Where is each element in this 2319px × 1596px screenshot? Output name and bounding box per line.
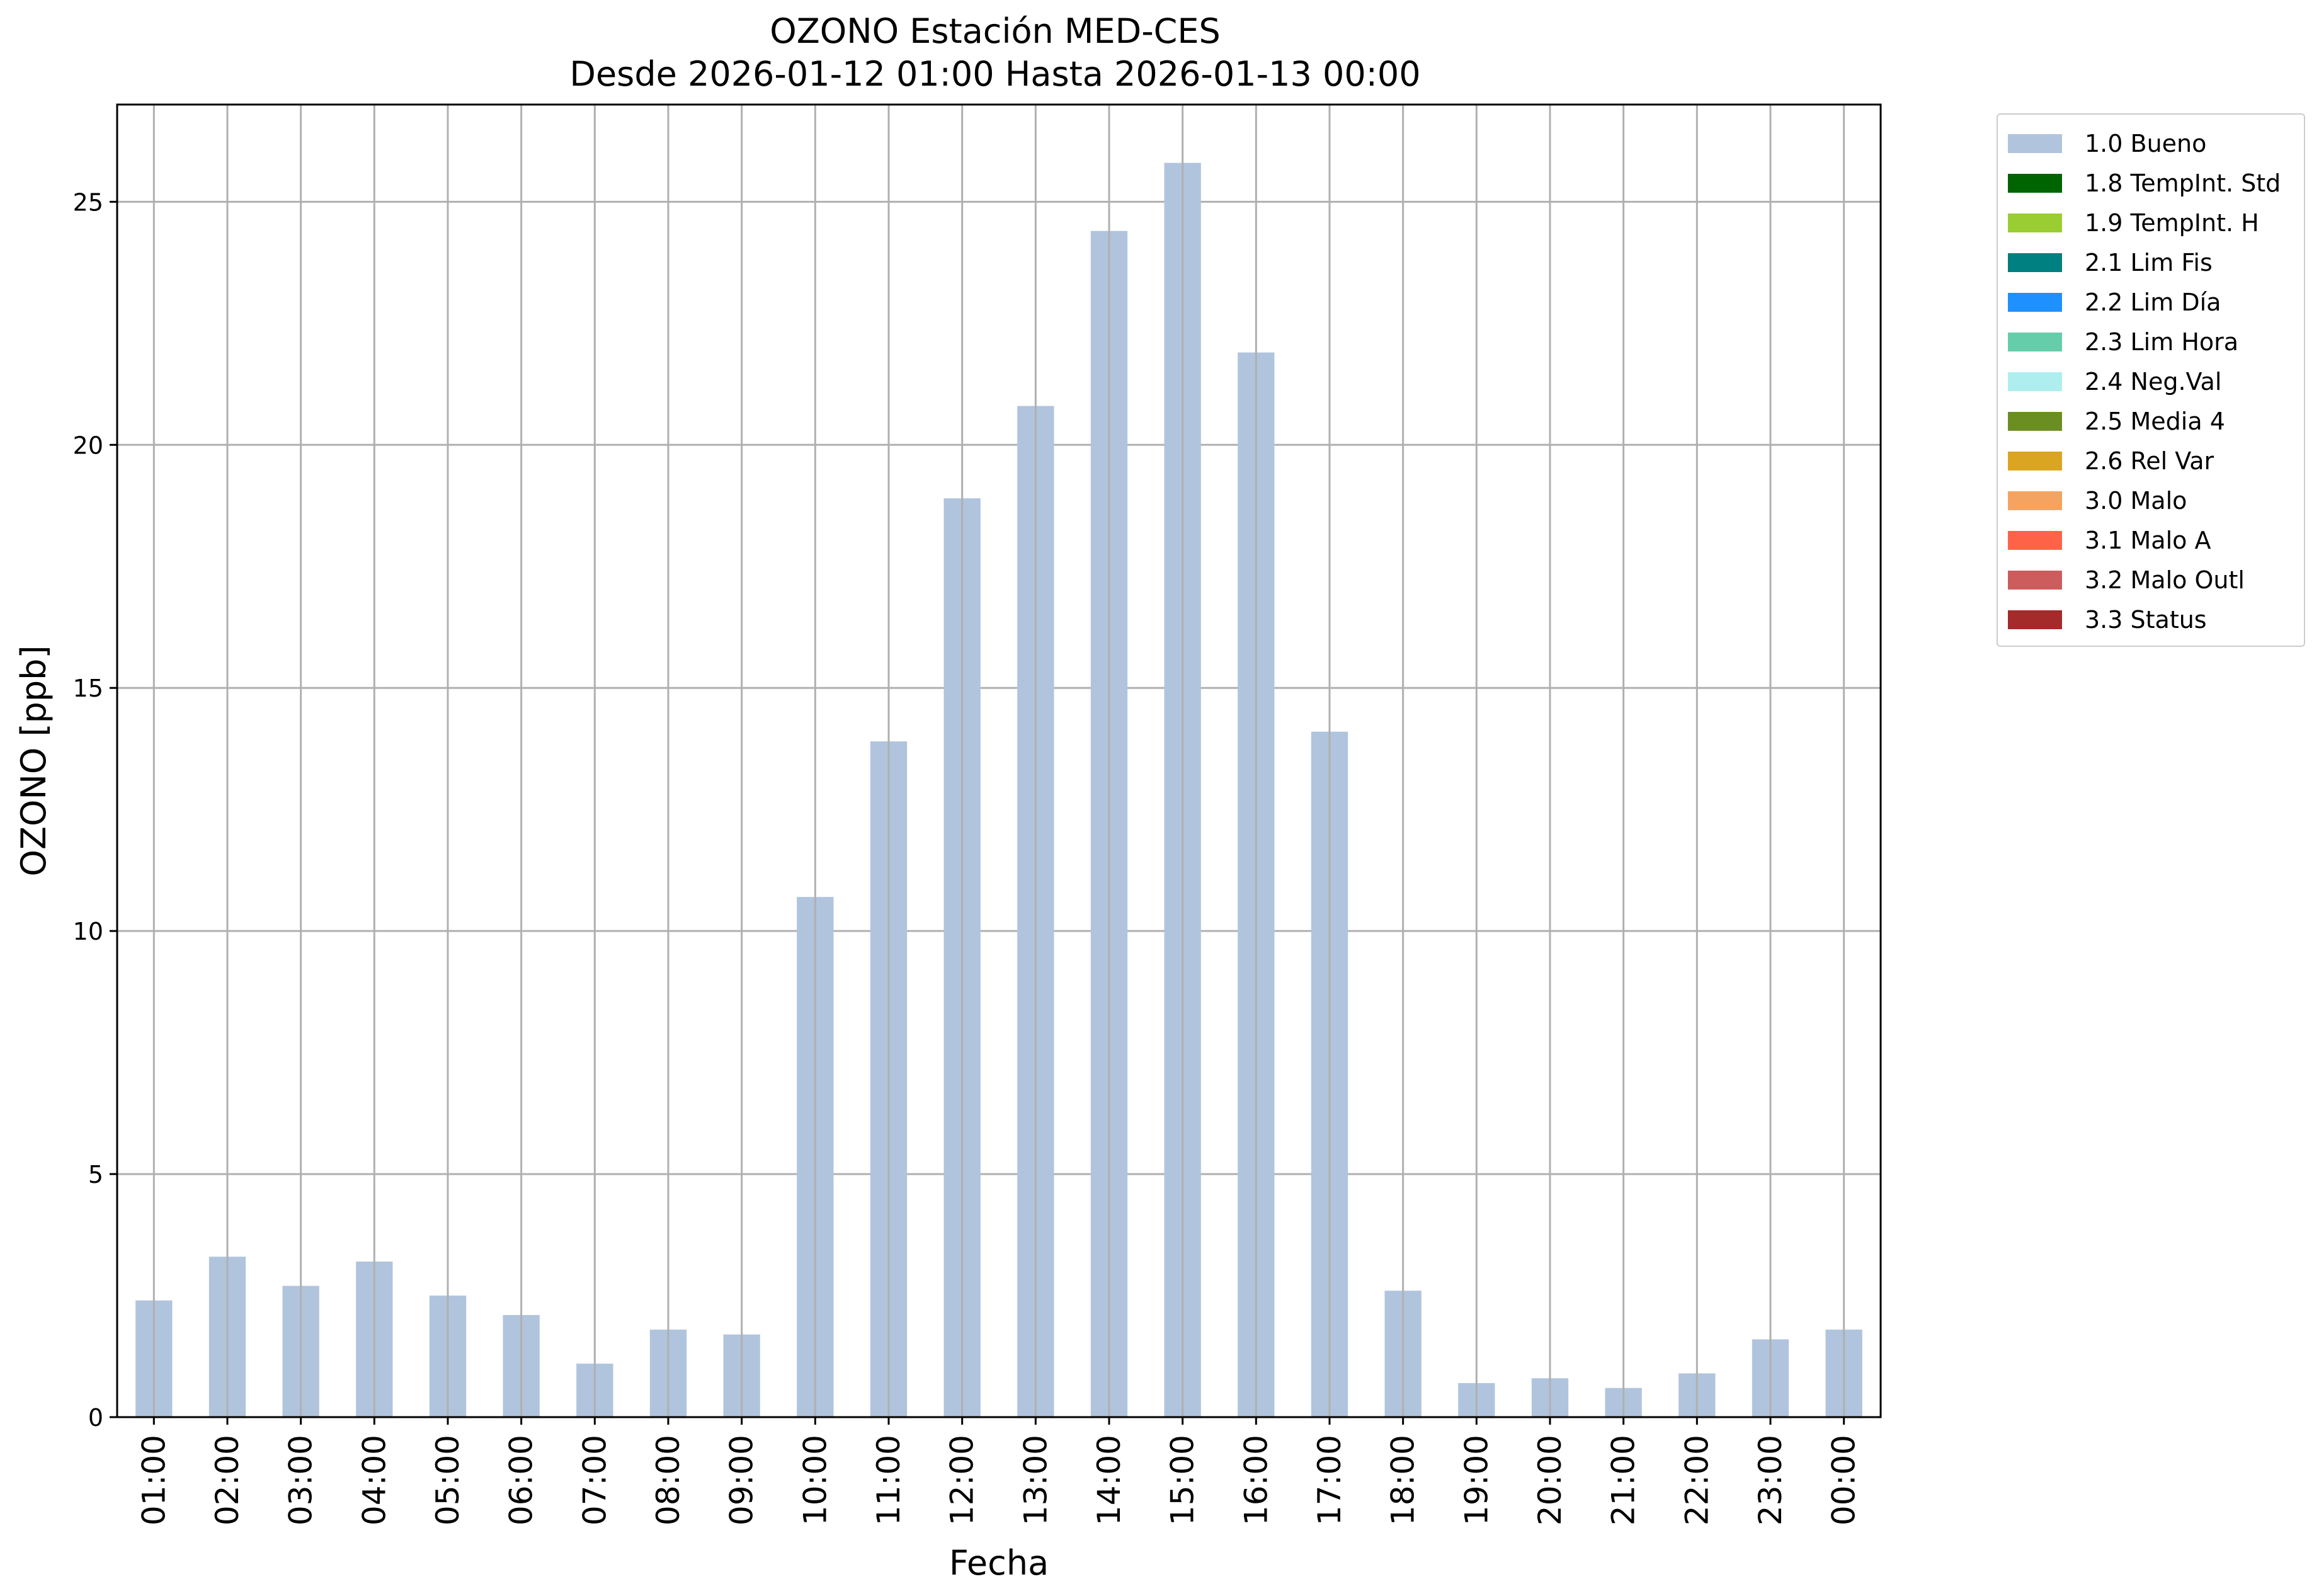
x-axis-label: Fecha [949, 1543, 1049, 1583]
x-tick-label: 03:00 [283, 1435, 319, 1525]
legend-label: 1.9 TempInt. H [2085, 208, 2259, 237]
legend-item: 3.3 Status [2008, 600, 2294, 639]
legend-swatch [2008, 491, 2062, 510]
legend-item: 3.1 Malo A [2008, 520, 2294, 560]
x-tick-label: 12:00 [944, 1435, 981, 1525]
x-tick-label: 08:00 [650, 1435, 687, 1525]
legend-swatch [2008, 173, 2062, 193]
grid-lines [117, 200, 1881, 1418]
y-tick-label: 25 [73, 188, 103, 216]
legend-label: 1.8 TempInt. Std [2085, 169, 2281, 197]
legend-swatch [2008, 530, 2062, 550]
x-tick-label: 13:00 [1017, 1435, 1054, 1525]
x-tick-label: 09:00 [724, 1435, 760, 1525]
chart-title-line2: Desde 2026-01-12 01:00 Hasta 2026-01-13 … [569, 54, 1420, 94]
x-tick-label: 20:00 [1532, 1435, 1568, 1525]
legend-swatch [2008, 451, 2062, 470]
legend-swatch [2008, 253, 2062, 272]
y-tick-label: 5 [88, 1161, 103, 1188]
legend-swatch [2008, 213, 2062, 232]
y-tick-label: 20 [73, 431, 103, 459]
x-tick-label: 15:00 [1165, 1435, 1201, 1525]
legend-swatch [2008, 332, 2062, 351]
legend-label: 2.4 Neg.Val [2085, 367, 2222, 396]
y-tick-label: 15 [73, 675, 103, 702]
x-tick-label: 00:00 [1826, 1435, 1862, 1525]
x-tick-label: 18:00 [1385, 1435, 1422, 1525]
legend-item: 1.0 Bueno [2008, 123, 2294, 163]
legend-label: 2.5 Media 4 [2085, 407, 2225, 435]
x-tick-label: 14:00 [1091, 1435, 1127, 1525]
bars [135, 162, 1862, 1418]
x-axis-ticks: 01:00 02:00 03:00 04:00 05:00 06:00 07:00 08:00… [135, 1417, 1862, 1525]
y-tick-label: 10 [73, 918, 103, 945]
y-axis-label: OZONO [ppb] [14, 645, 54, 876]
legend-label: 2.3 Lim Hora [2085, 328, 2239, 356]
x-tick-label: 05:00 [430, 1435, 466, 1525]
x-tick-label: 02:00 [209, 1435, 246, 1525]
legend-item: 2.6 Rel Var [2008, 441, 2294, 481]
x-tick-label: 16:00 [1238, 1435, 1274, 1525]
legend-label: 3.1 Malo A [2085, 526, 2211, 554]
x-tick-label: 07:00 [576, 1435, 613, 1525]
legend-label: 3.0 Malo [2085, 486, 2187, 515]
legend-item: 3.2 Malo Outl [2008, 560, 2294, 600]
legend-label: 3.3 Status [2085, 605, 2207, 634]
x-tick-label: 23:00 [1752, 1435, 1789, 1525]
legend-label: 2.1 Lim Fis [2085, 248, 2213, 276]
legend-item: 1.8 TempInt. Std [2008, 163, 2294, 203]
x-tick-label: 22:00 [1678, 1435, 1715, 1525]
x-tick-label: 17:00 [1311, 1435, 1348, 1525]
legend-item: 2.3 Lim Hora [2008, 322, 2294, 362]
legend-swatch [2008, 292, 2062, 312]
chart-title-line1: OZONO Estación MED-CES [770, 11, 1221, 51]
x-tick-label: 21:00 [1605, 1435, 1642, 1525]
legend-swatch [2008, 411, 2062, 431]
x-tick-label: 06:00 [503, 1435, 540, 1525]
x-tick-label: 11:00 [870, 1435, 907, 1525]
x-tick-label: 19:00 [1458, 1435, 1495, 1525]
x-tick-label: 04:00 [356, 1435, 392, 1525]
vertical-grid-lines [152, 105, 1845, 1417]
legend-item: 2.2 Lim Día [2008, 282, 2294, 322]
legend-item: 2.4 Neg.Val [2008, 362, 2294, 401]
legend-item: 3.0 Malo [2008, 481, 2294, 520]
x-tick-label: 10:00 [797, 1435, 833, 1525]
legend-swatch [2008, 134, 2062, 153]
plot-frame [116, 103, 1882, 1418]
legend-item: 2.5 Media 4 [2008, 401, 2294, 441]
legend: 1.0 Bueno 1.8 TempInt. Std 1.9 TempInt. H 2… [1997, 113, 2305, 647]
legend-swatch [2008, 610, 2062, 629]
legend-label: 1.0 Bueno [2085, 129, 2207, 157]
legend-item: 2.1 Lim Fis [2008, 242, 2294, 282]
y-axis-ticks: 0 5 10 15 20 25 [73, 188, 117, 1432]
legend-swatch [2008, 372, 2062, 391]
x-tick-label: 01:00 [135, 1435, 172, 1525]
legend-swatch [2008, 570, 2062, 590]
legend-label: 2.6 Rel Var [2085, 447, 2214, 475]
y-tick-label: 0 [88, 1404, 103, 1432]
legend-label: 3.2 Malo Outl [2085, 566, 2245, 594]
legend-item: 1.9 TempInt. H [2008, 203, 2294, 242]
legend-label: 2.2 Lim Día [2085, 288, 2221, 316]
